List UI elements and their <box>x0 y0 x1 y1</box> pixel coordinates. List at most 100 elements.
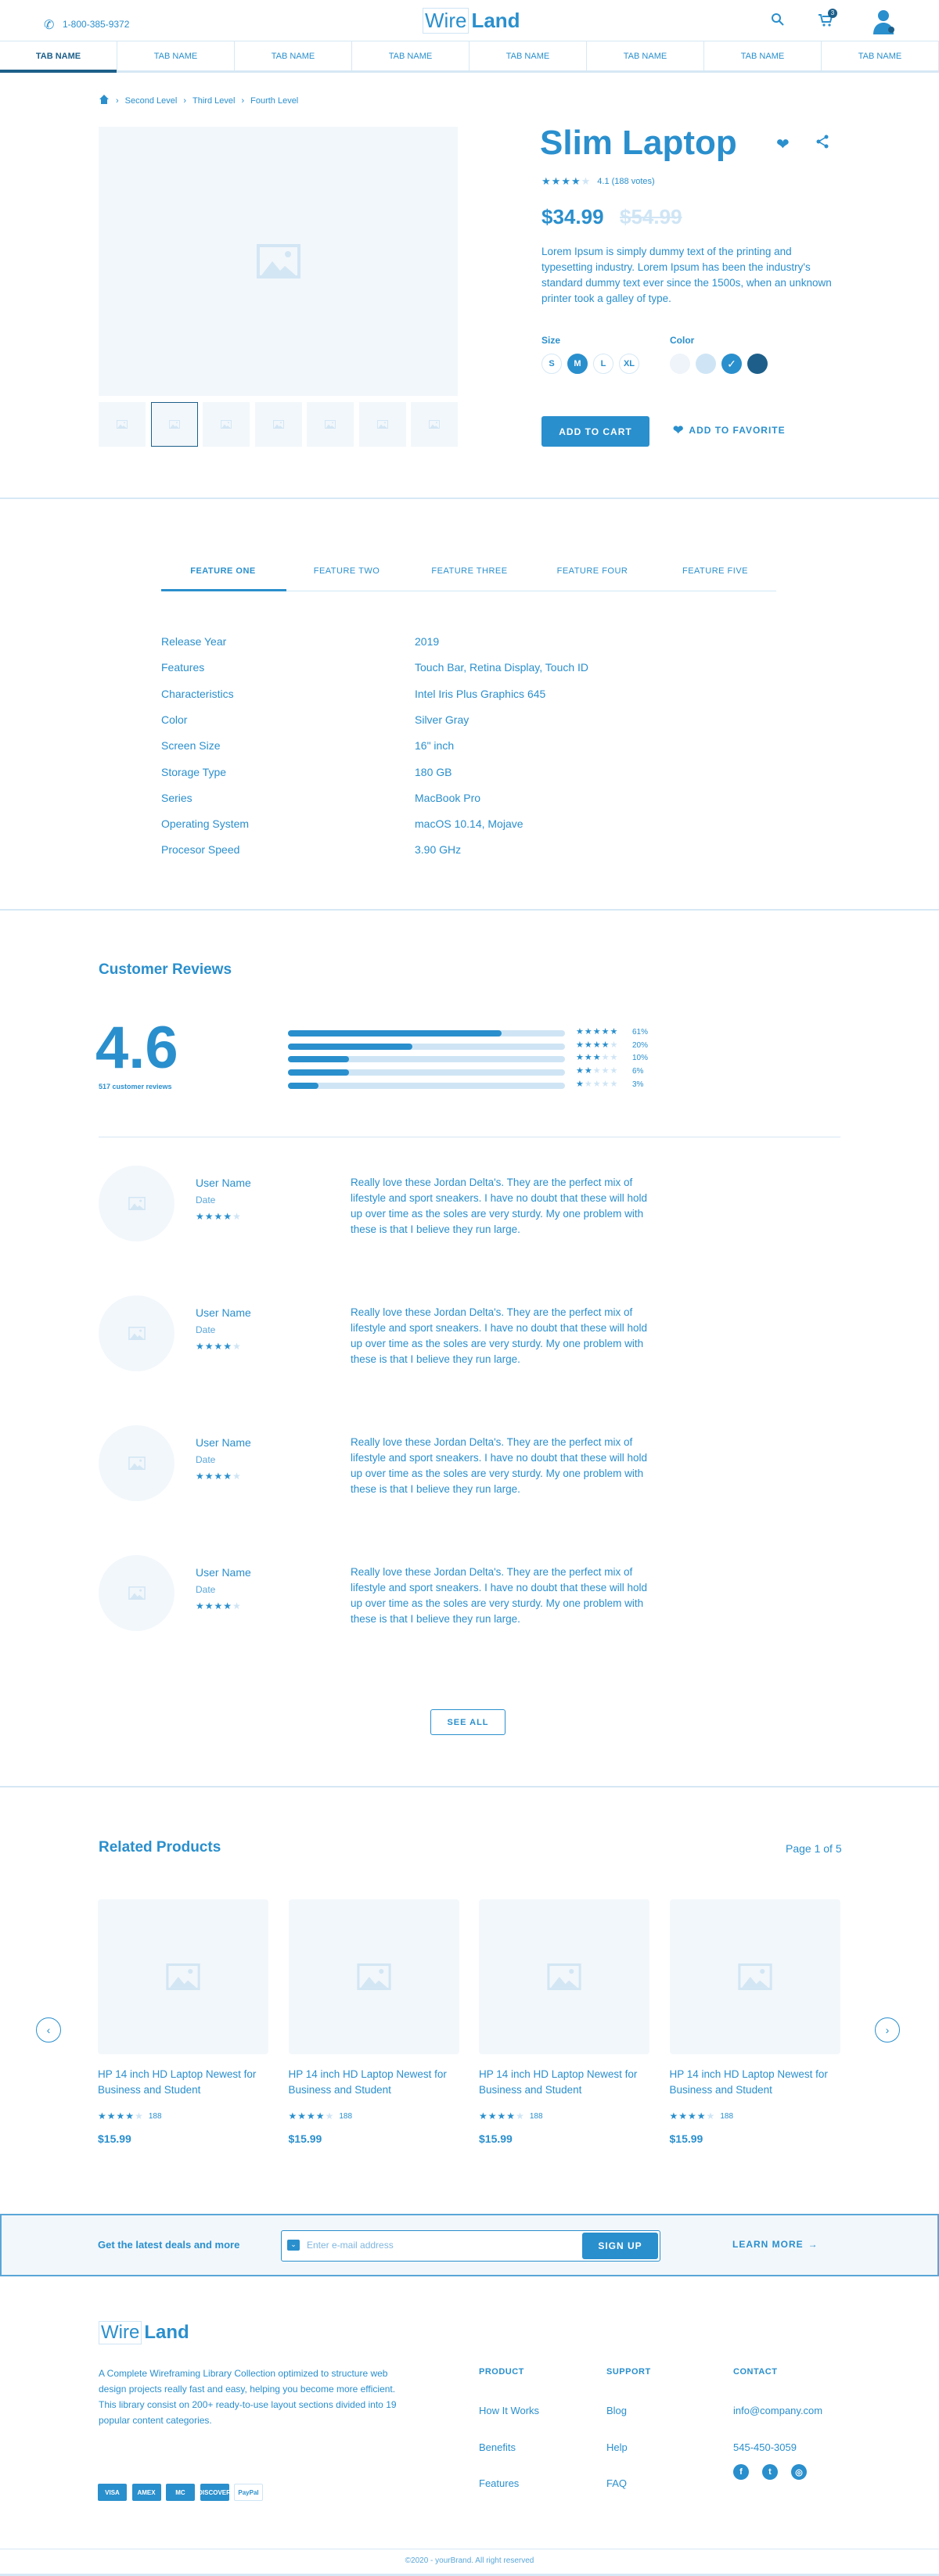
image-placeholder-icon <box>356 1963 391 1990</box>
cart-icon[interactable]: 3 <box>818 9 837 32</box>
footer-link[interactable]: Features <box>479 2477 520 2490</box>
footer-link[interactable]: Help <box>606 2441 628 2453</box>
image-placeholder-icon <box>166 1963 200 1990</box>
footer-link[interactable]: 545-450-3059 <box>733 2441 797 2453</box>
tab-6[interactable]: TAB NAME <box>587 41 704 70</box>
carousel-prev-button[interactable]: ‹ <box>36 2017 61 2042</box>
breadcrumb-item[interactable]: Third Level <box>192 95 236 106</box>
learn-more-link[interactable]: LEARN MORE → <box>732 2239 818 2250</box>
carousel-next-button[interactable]: › <box>875 2017 900 2042</box>
spec-value: Silver Gray <box>415 713 470 726</box>
product-card-title[interactable]: HP 14 inch HD Laptop Newest for Business… <box>98 2068 257 2096</box>
star-empty-icon: ★ <box>516 2111 525 2122</box>
star-filled-icon: ★ <box>315 2111 326 2122</box>
spec-value: Intel Iris Plus Graphics 645 <box>415 687 546 700</box>
product-card-rating: ★★★★★ 188 <box>670 2109 734 2123</box>
product-card-price: $15.99 <box>288 2132 322 2145</box>
product-card-image[interactable] <box>98 1899 268 2054</box>
tab-1[interactable]: TAB NAME <box>0 41 117 73</box>
breadcrumb-item[interactable]: Fourth Level <box>250 95 299 106</box>
size-option-l[interactable]: L <box>593 354 613 374</box>
logo[interactable]: Wire Land <box>423 8 520 34</box>
tab-2[interactable]: TAB NAME <box>117 41 235 70</box>
size-option-xl[interactable]: XL <box>619 354 639 374</box>
footer-link[interactable]: FAQ <box>606 2477 628 2490</box>
logo-land: Land <box>144 2322 189 2343</box>
footer-logo[interactable]: Wire Land <box>99 2320 189 2345</box>
spec-label: Storage Type <box>161 765 227 778</box>
feature-tab-4[interactable]: FEATURE FOUR <box>556 566 628 576</box>
product-thumbnail[interactable] <box>150 402 198 447</box>
product-thumbnail[interactable] <box>99 402 146 447</box>
rating-bar-stars: ★★★★★ <box>576 1079 618 1089</box>
product-card-image[interactable] <box>479 1899 649 2054</box>
footer-link[interactable]: Blog <box>606 2405 628 2416</box>
breadcrumb-item[interactable]: Second Level <box>124 95 178 106</box>
star-filled-icon: ★ <box>576 1066 585 1076</box>
footer-link[interactable]: Benefits <box>479 2441 516 2453</box>
reviewer-name[interactable]: User Name <box>196 1566 251 1579</box>
size-option-s[interactable]: S <box>541 354 562 374</box>
user-avatar-icon[interactable] <box>870 8 897 34</box>
product-thumbnail[interactable] <box>203 402 250 447</box>
product-card-title[interactable]: HP 14 inch HD Laptop Newest for Business… <box>288 2068 447 2096</box>
reviewer-name[interactable]: User Name <box>196 1177 251 1189</box>
color-swatch[interactable] <box>696 354 716 374</box>
feature-tab-3[interactable]: FEATURE THREE <box>431 566 508 576</box>
phone-icon: ✆ <box>44 19 55 32</box>
favorite-heart-icon[interactable]: ❤ <box>776 136 790 153</box>
product-main-image <box>99 127 458 396</box>
product-card-title[interactable]: HP 14 inch HD Laptop Newest for Business… <box>669 2068 828 2096</box>
product-thumbnail[interactable] <box>307 402 354 447</box>
feature-tab-1[interactable]: FEATURE ONE <box>190 566 256 576</box>
search-icon[interactable] <box>771 13 785 31</box>
star-filled-icon: ★ <box>479 2111 488 2122</box>
product-thumbnail[interactable] <box>358 402 406 447</box>
phone-number[interactable]: 1-800-385-9372 <box>63 19 130 30</box>
footer-link[interactable]: info@company.com <box>733 2405 823 2416</box>
instagram-icon[interactable]: ◎ <box>791 2464 807 2480</box>
color-swatch[interactable] <box>670 354 690 374</box>
feature-tab-5[interactable]: FEATURE FIVE <box>682 566 749 576</box>
star-filled-icon: ★ <box>307 2111 316 2122</box>
star-empty-icon: ★ <box>135 2111 144 2122</box>
footer-link[interactable]: How It Works <box>479 2405 540 2416</box>
tab-7[interactable]: TAB NAME <box>704 41 822 70</box>
tab-4[interactable]: TAB NAME <box>352 41 470 70</box>
reviewer-name[interactable]: User Name <box>196 1436 251 1449</box>
product-card-votes: 188 <box>339 2111 353 2121</box>
product-card-image[interactable] <box>288 1899 459 2054</box>
rating-stars: ★★★★★ <box>289 2109 335 2123</box>
sign-up-button[interactable]: SIGN UP <box>582 2233 658 2259</box>
home-icon[interactable] <box>99 94 110 107</box>
footer-column-title: SUPPORT <box>606 2367 651 2377</box>
reviewer-name[interactable]: User Name <box>196 1306 251 1319</box>
add-to-favorite-button[interactable]: ❤ ADD TO FAVORITE <box>673 422 786 438</box>
star-filled-icon: ★ <box>196 1341 205 1352</box>
tab-3[interactable]: TAB NAME <box>235 41 352 70</box>
size-option-m[interactable]: M <box>567 354 588 374</box>
review-text: Really love these Jordan Delta's. They a… <box>351 1436 647 1495</box>
product-thumbnail[interactable] <box>254 402 302 447</box>
color-swatch[interactable]: ✓ <box>721 354 742 374</box>
facebook-icon[interactable]: f <box>733 2464 749 2480</box>
add-to-cart-button[interactable]: ADD TO CART <box>541 416 649 447</box>
tab-8[interactable]: TAB NAME <box>822 41 939 70</box>
see-all-button[interactable]: SEE ALL <box>430 1709 505 1735</box>
size-options: S M L XL <box>541 354 639 374</box>
product-card-image[interactable] <box>669 1899 840 2054</box>
email-placeholder: Enter e-mail address <box>307 2240 394 2251</box>
product-thumbnail[interactable] <box>411 402 458 447</box>
star-empty-icon: ★ <box>232 1601 242 1611</box>
star-filled-icon: ★ <box>584 1040 593 1050</box>
product-card-title[interactable]: HP 14 inch HD Laptop Newest for Business… <box>479 2068 638 2096</box>
feature-tab-2[interactable]: FEATURE TWO <box>313 566 380 576</box>
tab-5[interactable]: TAB NAME <box>470 41 587 70</box>
twitter-icon[interactable]: t <box>762 2464 778 2480</box>
rating-bar-fill <box>288 1069 349 1076</box>
color-swatch[interactable] <box>747 354 768 374</box>
share-icon[interactable] <box>815 135 829 153</box>
product-card-rating: ★★★★★ 188 <box>98 2109 162 2123</box>
star-filled-icon: ★ <box>576 1079 585 1089</box>
chevron-right-icon: › <box>183 95 187 106</box>
